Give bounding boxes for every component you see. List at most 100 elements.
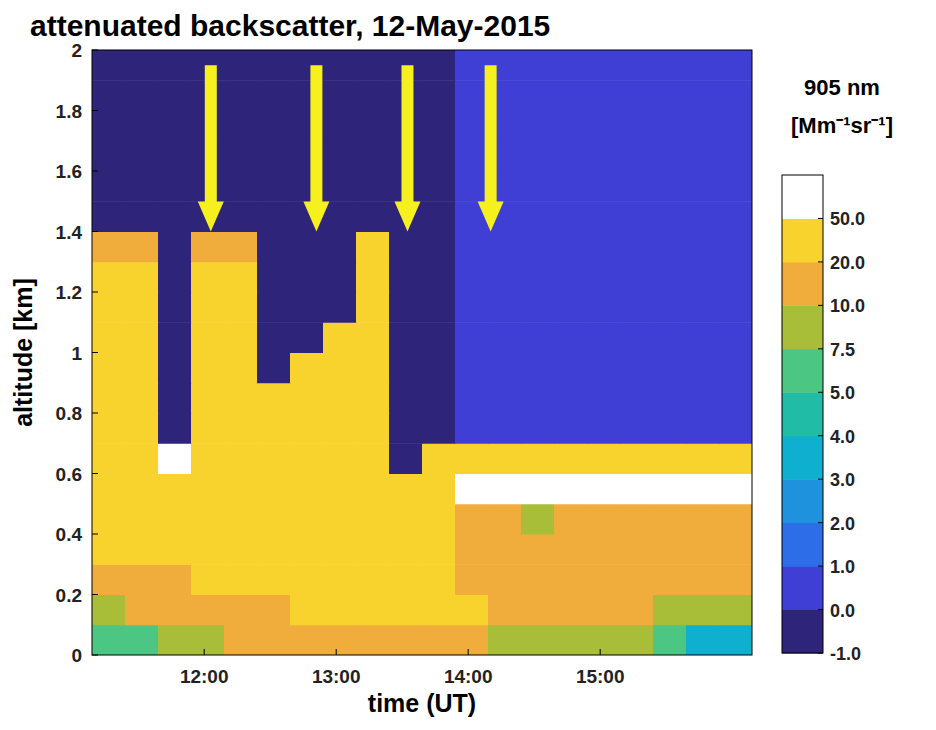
cell [422,111,456,142]
cell [653,50,687,81]
cell [389,232,423,263]
colorbar-band [782,305,823,349]
cell [323,50,357,81]
cell [290,625,324,655]
cell [92,474,126,505]
cell [158,413,192,444]
cell [686,504,720,535]
cell [521,474,555,505]
y-tick [92,50,98,51]
cell [488,232,522,263]
cell [323,474,357,505]
colorbar-tick-label: 1.0 [830,557,855,577]
y-tick [92,352,98,353]
y-tick-label: 1.8 [56,101,82,122]
cell [455,232,489,263]
cell [521,141,555,172]
cell [620,443,654,474]
cell [191,292,225,323]
chart: attenuated backscatter, 12-May-201500.20… [0,0,936,730]
cell [686,262,720,293]
y-tick [92,231,98,232]
cell [92,413,126,444]
cell [422,564,456,595]
cell [653,504,687,535]
cell [257,80,291,111]
cell [455,443,489,474]
cell [158,50,192,81]
cell [356,474,390,505]
cell [125,50,159,81]
colorbar-label: 905 nm [804,75,880,100]
cell [356,201,390,232]
cell [620,262,654,293]
cell [290,504,324,535]
cell [125,413,159,444]
cell [191,413,225,444]
cell [92,50,126,81]
cell [587,80,621,111]
cell [488,322,522,353]
y-tick [92,655,98,656]
cell [158,262,192,293]
cell [257,474,291,505]
cell [224,504,258,535]
cell [455,564,489,595]
cell [158,534,192,565]
cell [92,201,126,232]
cell [290,534,324,565]
cell [125,232,159,263]
cell [224,353,258,384]
cell [554,232,588,263]
cell [719,595,752,626]
cell [719,262,752,293]
cell [686,232,720,263]
cell [158,595,192,626]
colorbar-band [782,610,823,654]
cell [224,534,258,565]
cell [389,534,423,565]
cell [719,232,752,263]
arrow [478,65,504,231]
cell [587,474,621,505]
cell [653,443,687,474]
cell [455,474,489,505]
cell [455,141,489,172]
cell [389,474,423,505]
cell [686,322,720,353]
cell [653,292,687,323]
cell [686,595,720,626]
colorbar-tick-label: 7.5 [830,340,855,360]
cell [158,141,192,172]
cell [686,111,720,142]
cell [323,564,357,595]
x-tick-label: 14:00 [444,666,493,687]
cell [521,262,555,293]
cell [356,534,390,565]
cell [92,232,126,263]
colorbar-tick [818,348,823,349]
cell [653,141,687,172]
y-tick-label: 0.2 [56,585,82,606]
cell [653,534,687,565]
cell [92,625,126,655]
cell [158,564,192,595]
cell [290,474,324,505]
cell [587,111,621,142]
cell [488,383,522,414]
cell [257,443,291,474]
cell [686,413,720,444]
cell [323,353,357,384]
cell [224,474,258,505]
colorbar-tick-label: 3.0 [830,470,855,490]
cell [125,80,159,111]
cell [224,171,258,202]
cell [719,111,752,142]
cell [323,534,357,565]
cell [719,474,752,505]
cell [620,232,654,263]
cell [554,80,588,111]
cell [191,322,225,353]
cell [455,413,489,444]
colorbar-band [782,479,823,523]
